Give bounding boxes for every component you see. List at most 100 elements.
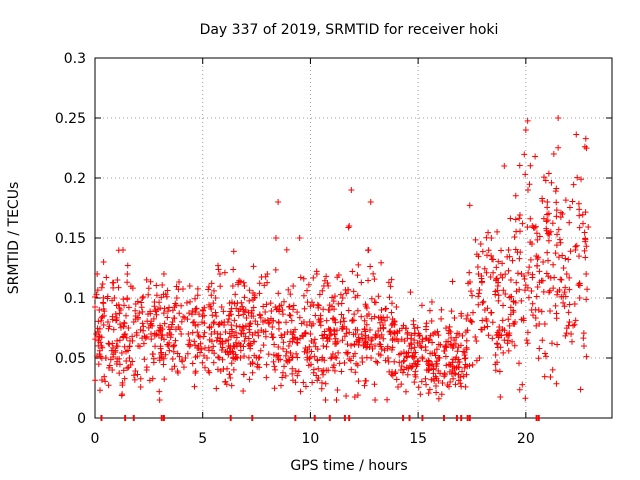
data-point (530, 312, 537, 319)
data-point (134, 298, 141, 305)
data-point (442, 353, 449, 360)
data-point (483, 234, 490, 241)
data-point (227, 343, 234, 350)
data-point (223, 381, 230, 388)
data-point (372, 299, 379, 306)
data-point (233, 322, 240, 329)
data-point (495, 292, 502, 299)
data-point (434, 328, 441, 335)
data-point (469, 309, 476, 316)
data-point (175, 369, 182, 376)
data-point (576, 224, 583, 231)
data-point (375, 293, 382, 300)
data-point (576, 253, 583, 260)
data-point (372, 397, 379, 403)
data-point (572, 317, 579, 324)
data-point (240, 279, 247, 286)
data-point (141, 356, 148, 363)
data-point (124, 271, 131, 277)
data-point (320, 306, 327, 313)
data-point (138, 299, 145, 306)
data-point (232, 356, 239, 363)
data-point (322, 380, 329, 387)
data-point (359, 359, 366, 366)
data-point (323, 334, 330, 341)
data-point (479, 299, 486, 306)
data-point (332, 335, 339, 342)
data-point (561, 289, 568, 296)
data-point (98, 284, 105, 291)
data-point (580, 343, 587, 349)
data-point (116, 370, 123, 377)
data-point (522, 171, 529, 178)
data-point (104, 295, 111, 302)
data-point (333, 355, 340, 361)
data-point (95, 342, 102, 349)
data-point (306, 318, 313, 325)
data-point (402, 388, 409, 395)
data-point (501, 327, 508, 334)
data-point (99, 313, 106, 320)
data-point (553, 315, 560, 322)
data-point (268, 307, 275, 314)
data-point (230, 266, 237, 273)
data-point (422, 375, 429, 382)
data-point (284, 359, 291, 366)
data-point (575, 200, 582, 207)
data-point (507, 277, 514, 284)
data-point (140, 340, 147, 347)
data-point (400, 349, 407, 356)
data-point (159, 282, 166, 289)
data-point (269, 323, 276, 330)
data-point (173, 302, 180, 309)
data-point (472, 236, 479, 243)
data-point (499, 274, 506, 281)
data-point (447, 379, 454, 386)
data-point (412, 349, 419, 356)
data-point (518, 297, 525, 304)
data-point (189, 329, 196, 336)
data-point (479, 317, 486, 324)
data-point (541, 373, 548, 380)
data-point (300, 292, 307, 299)
data-point (246, 287, 253, 294)
data-point (338, 368, 345, 375)
data-point (348, 342, 355, 349)
data-point (232, 291, 239, 298)
y-tick-label: 0.1 (64, 291, 86, 307)
data-point (432, 373, 439, 380)
data-point (133, 332, 140, 339)
data-point (433, 361, 440, 368)
data-point (96, 333, 103, 340)
data-point (246, 376, 253, 383)
data-point (329, 315, 336, 322)
data-point (504, 331, 511, 338)
data-point (115, 247, 122, 254)
data-point (368, 295, 375, 302)
data-point (492, 361, 499, 368)
data-point (112, 317, 119, 324)
data-point (579, 211, 586, 218)
data-point (321, 277, 328, 284)
data-point (418, 378, 425, 385)
data-point (411, 337, 418, 344)
data-point (296, 235, 303, 241)
data-point (139, 308, 146, 315)
data-point (426, 358, 433, 365)
data-point (554, 231, 561, 238)
plot-frame (94, 57, 613, 419)
data-point (485, 247, 492, 254)
data-point (131, 376, 138, 383)
data-point (468, 288, 475, 295)
data-point (524, 117, 531, 124)
data-point (157, 343, 164, 350)
data-point (323, 317, 330, 324)
data-point (376, 341, 383, 348)
data-point (493, 340, 500, 347)
data-point (291, 334, 298, 341)
data-point (161, 305, 168, 312)
data-point (485, 332, 492, 339)
data-point (524, 340, 531, 347)
data-point (192, 295, 199, 302)
data-point (162, 351, 169, 358)
